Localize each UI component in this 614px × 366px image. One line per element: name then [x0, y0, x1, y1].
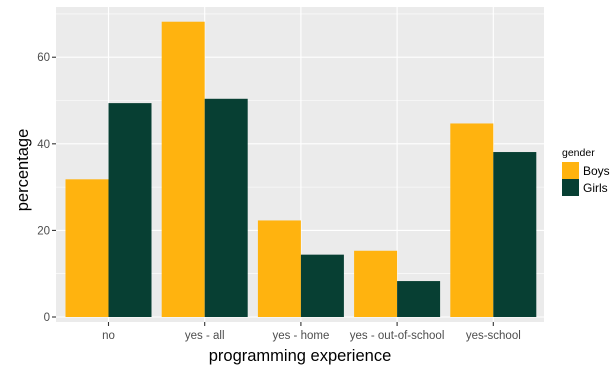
bars	[65, 21, 537, 318]
x-axis-title: programming experience	[209, 347, 392, 365]
x-axis: no yes - all yes - home yes - out-of-school…	[102, 322, 521, 342]
bar-girls-4	[493, 152, 537, 317]
bar-girls-2	[300, 254, 344, 317]
x-tick-label: yes - home	[272, 330, 329, 342]
x-tick-label: yes - all	[185, 330, 225, 342]
bar-girls-0	[108, 103, 152, 318]
legend-title: gender	[562, 147, 595, 159]
legend-items: Boys Girls	[562, 162, 610, 196]
y-tick-label: 40	[37, 139, 50, 151]
y-tick-label: 0	[44, 312, 50, 324]
legend-label-boys: Boys	[583, 164, 610, 178]
bar-boys-1	[161, 21, 205, 317]
bar-boys-3	[354, 250, 398, 317]
bar-girls-3	[397, 281, 441, 317]
y-tick-label: 20	[37, 225, 50, 237]
legend-key-boys	[562, 162, 579, 179]
bar-boys-0	[65, 179, 109, 317]
legend-label-girls: Girls	[583, 181, 608, 195]
x-tick-label: yes - out-of-school	[350, 330, 445, 342]
bar-boys-2	[257, 220, 301, 317]
y-axis: 0 20 40 60	[37, 52, 56, 324]
legend-key-girls	[562, 179, 579, 196]
y-tick-label: 60	[37, 52, 50, 64]
y-axis-title: percentage	[14, 129, 32, 212]
bar-girls-1	[204, 98, 248, 317]
x-tick-label: no	[102, 330, 115, 342]
legend: gender Boys Girls	[562, 147, 610, 196]
x-tick-label: yes-school	[466, 330, 521, 342]
bar-boys-4	[450, 123, 494, 317]
